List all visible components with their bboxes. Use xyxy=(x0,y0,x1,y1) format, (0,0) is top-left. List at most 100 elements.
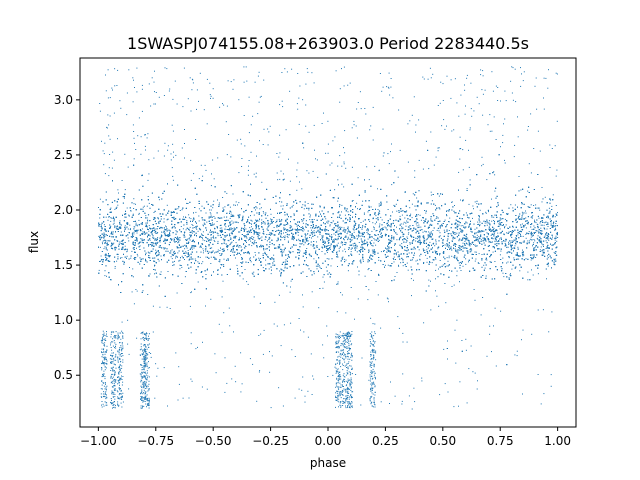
data-point xyxy=(515,221,517,223)
data-point xyxy=(270,218,272,220)
data-point xyxy=(256,232,258,234)
data-point xyxy=(148,225,150,227)
data-point xyxy=(127,237,129,239)
data-point xyxy=(368,250,370,252)
data-point xyxy=(212,207,214,209)
data-point xyxy=(147,179,149,181)
data-point xyxy=(450,246,452,248)
data-point xyxy=(256,225,258,227)
data-point xyxy=(423,263,424,264)
data-point xyxy=(520,224,522,226)
data-point xyxy=(316,241,317,243)
data-point xyxy=(373,238,375,240)
data-point xyxy=(462,237,464,239)
data-point xyxy=(160,234,162,236)
data-point xyxy=(214,258,216,260)
data-point xyxy=(456,232,458,234)
data-point xyxy=(225,235,227,237)
data-point xyxy=(553,224,554,226)
data-point xyxy=(434,250,436,252)
data-point xyxy=(159,226,161,228)
data-point xyxy=(555,235,557,237)
data-point xyxy=(186,238,188,240)
data-point xyxy=(243,228,244,230)
data-point xyxy=(361,235,363,237)
data-point xyxy=(513,247,515,249)
data-point xyxy=(213,216,215,217)
data-point xyxy=(448,257,450,259)
data-point xyxy=(256,221,257,223)
data-point xyxy=(492,246,494,248)
data-point xyxy=(551,205,553,207)
data-point xyxy=(292,236,294,237)
data-point xyxy=(446,225,448,227)
data-point xyxy=(360,208,361,210)
data-point xyxy=(350,206,352,208)
data-point xyxy=(436,229,438,231)
data-point xyxy=(273,254,275,256)
data-point xyxy=(481,254,483,255)
data-point xyxy=(103,248,105,250)
data-point xyxy=(425,239,427,241)
data-point xyxy=(369,215,371,217)
data-point xyxy=(158,218,159,220)
data-point xyxy=(494,238,496,240)
data-point xyxy=(380,216,382,218)
data-point xyxy=(173,226,175,228)
data-point xyxy=(358,274,360,276)
data-point xyxy=(190,218,192,220)
data-point xyxy=(175,208,177,210)
data-point xyxy=(362,248,364,250)
data-point xyxy=(106,230,108,232)
data-point xyxy=(185,229,187,231)
data-point xyxy=(535,257,537,258)
data-point xyxy=(296,189,298,191)
data-point xyxy=(547,255,549,257)
data-point xyxy=(284,225,286,226)
data-point xyxy=(342,256,344,258)
data-point xyxy=(425,254,427,256)
data-point xyxy=(194,258,196,260)
data-point xyxy=(281,237,283,238)
data-point xyxy=(410,234,412,236)
data-point xyxy=(401,243,403,245)
data-point xyxy=(532,274,534,276)
data-point xyxy=(315,260,317,262)
data-point xyxy=(455,222,457,224)
data-point xyxy=(554,239,556,241)
data-point xyxy=(310,227,312,229)
data-point xyxy=(419,255,421,257)
data-point xyxy=(448,244,450,246)
data-point xyxy=(548,247,550,249)
data-point xyxy=(449,217,451,219)
data-point xyxy=(235,201,237,203)
data-point xyxy=(100,255,102,257)
data-point xyxy=(106,244,108,246)
data-point xyxy=(508,228,509,229)
data-point xyxy=(105,246,107,248)
data-point xyxy=(483,230,485,232)
data-point xyxy=(328,249,330,251)
data-point xyxy=(210,209,212,211)
data-point xyxy=(535,246,537,248)
data-point xyxy=(143,369,145,371)
data-point xyxy=(490,234,492,236)
data-point xyxy=(420,219,422,221)
data-point xyxy=(416,259,418,261)
data-point xyxy=(371,230,373,232)
data-point xyxy=(230,213,232,215)
data-point xyxy=(124,226,125,228)
data-point xyxy=(286,229,288,230)
data-point xyxy=(349,217,351,219)
data-point xyxy=(527,279,529,281)
data-point xyxy=(189,257,191,259)
data-point xyxy=(378,259,380,261)
data-point xyxy=(191,248,193,250)
data-point xyxy=(439,260,441,261)
data-point xyxy=(417,227,419,229)
data-point xyxy=(358,236,359,238)
data-point xyxy=(276,230,278,232)
data-point xyxy=(145,215,147,217)
data-point xyxy=(367,269,369,271)
data-point xyxy=(246,281,248,283)
